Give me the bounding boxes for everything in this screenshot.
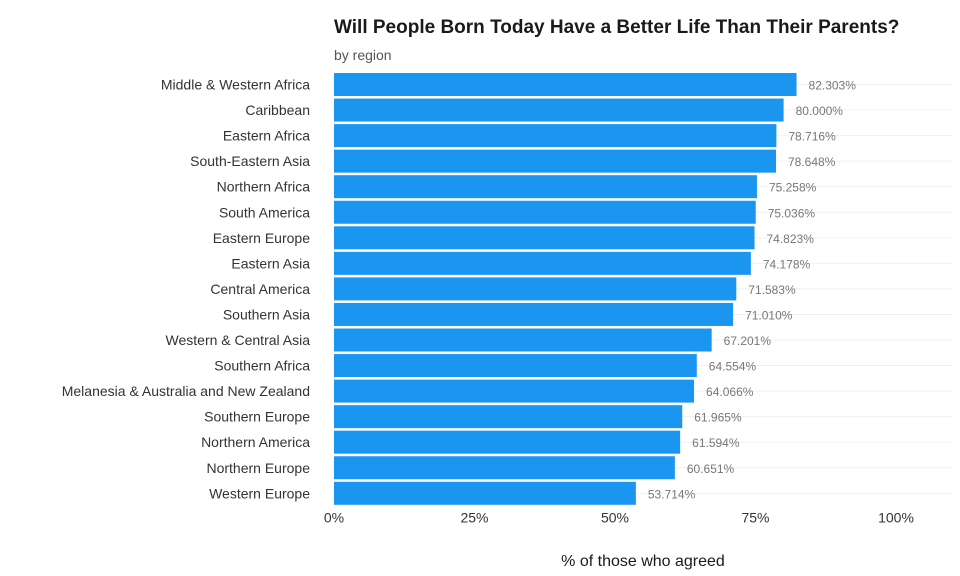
category-label: Northern America (201, 434, 310, 450)
bar (334, 98, 784, 122)
value-label: 74.823% (767, 232, 815, 246)
value-label: 61.594% (692, 436, 740, 450)
chart-title: Will People Born Today Have a Better Lif… (334, 17, 900, 38)
value-label: 75.036% (768, 206, 816, 220)
bar (334, 328, 712, 352)
value-label: 61.965% (694, 411, 742, 425)
value-label: 64.066% (706, 385, 754, 399)
bars (334, 73, 797, 505)
category-label: South America (219, 204, 310, 220)
category-label: Central America (210, 281, 310, 297)
value-label: 82.303% (809, 79, 857, 93)
category-label: Eastern Asia (231, 255, 310, 271)
chart-subtitle: by region (334, 47, 392, 63)
bar (334, 73, 797, 96)
bar (334, 354, 697, 378)
value-label: 53.714% (648, 487, 696, 501)
labels: Middle & Western Africa 82.303% Caribbean 8… (62, 77, 857, 502)
category-label: Western Europe (209, 485, 310, 501)
value-label: 67.201% (724, 334, 772, 348)
category-label: Southern Africa (214, 358, 310, 374)
value-label: 71.583% (748, 283, 796, 297)
bar (334, 302, 734, 326)
category-label: Eastern Europe (213, 230, 310, 246)
x-axis-ticks: 0% 25% 50% 75% 100% (324, 509, 914, 525)
category-label: Southern Europe (204, 409, 310, 425)
bar (334, 277, 737, 301)
x-axis-title: % of those who agreed (561, 553, 725, 570)
bar (334, 379, 695, 403)
category-label: Southern Asia (223, 306, 310, 322)
bar (334, 149, 777, 173)
bar (334, 200, 756, 224)
bar (334, 124, 777, 148)
bar (334, 481, 636, 505)
bar (334, 430, 681, 454)
x-tick-label: 0% (324, 509, 344, 525)
category-label: South-Eastern Asia (190, 153, 310, 169)
bar (334, 226, 755, 250)
x-tick-label: 50% (601, 509, 629, 525)
value-label: 78.716% (788, 130, 836, 144)
x-tick-label: 100% (878, 509, 914, 525)
category-label: Western & Central Asia (166, 332, 311, 348)
x-tick-label: 75% (741, 509, 769, 525)
category-label: Eastern Africa (223, 128, 310, 144)
value-label: 60.651% (687, 462, 735, 476)
category-label: Middle & Western Africa (161, 77, 310, 93)
value-label: 64.554% (709, 360, 757, 374)
value-label: 78.648% (788, 155, 836, 169)
value-label: 80.000% (796, 104, 844, 118)
bar (334, 456, 675, 480)
bar (334, 405, 683, 429)
category-label: Northern Europe (206, 460, 310, 476)
bar (334, 175, 757, 199)
category-label: Melanesia & Australia and New Zealand (62, 383, 310, 399)
value-label: 71.010% (745, 308, 793, 322)
value-label: 75.258% (769, 181, 817, 195)
bar (334, 251, 751, 275)
x-tick-label: 25% (460, 509, 488, 525)
category-label: Northern Africa (217, 179, 311, 195)
value-label: 74.178% (763, 257, 811, 271)
category-label: Caribbean (245, 102, 310, 118)
